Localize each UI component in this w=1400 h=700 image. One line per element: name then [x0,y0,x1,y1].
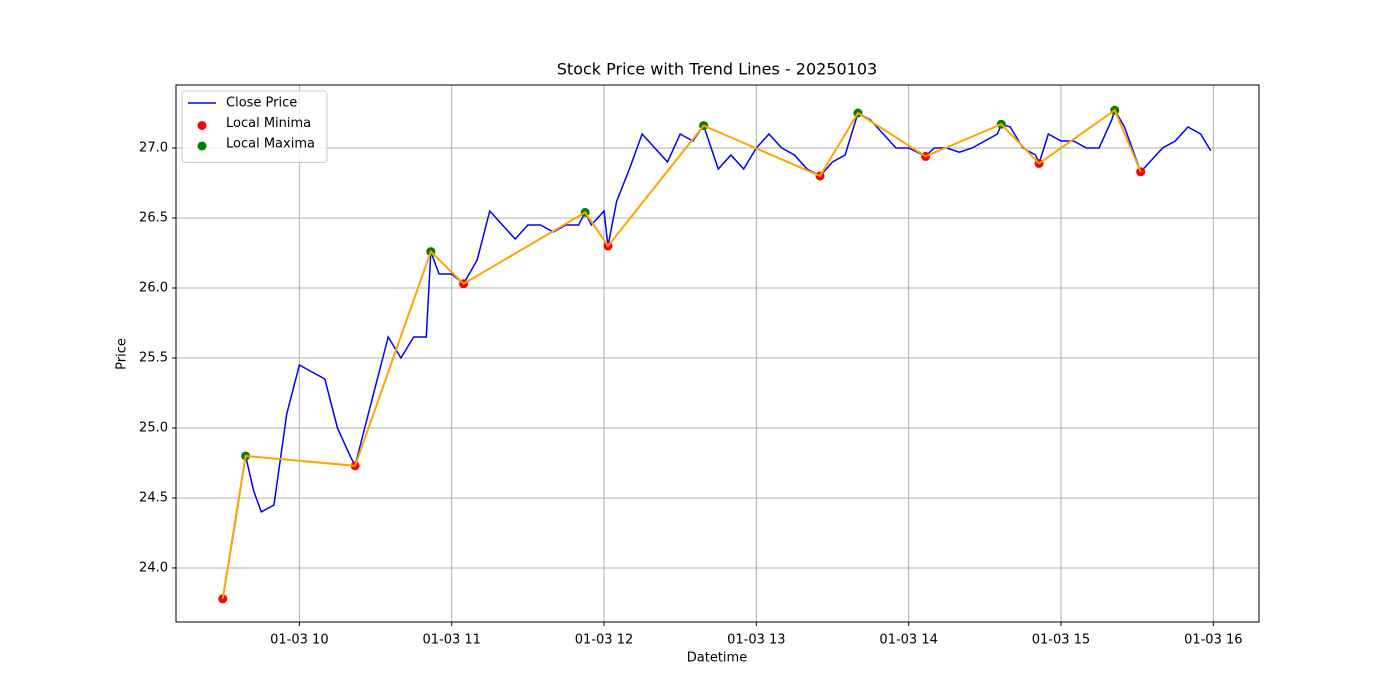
x-tick-label: 01-03 13 [727,633,785,648]
x-tick-label: 01-03 11 [422,633,480,648]
price-line [222,108,1212,599]
x-tick-label: 01-03 14 [879,633,937,648]
x-tick-label: 01-03 16 [1184,633,1242,648]
x-axis-label: Datetime [687,651,747,666]
x-tick-label: 01-03 15 [1032,633,1090,648]
y-axis-label: Price [115,338,130,370]
y-tick-label: 27.0 [139,140,168,155]
y-tick-label: 26.5 [139,210,168,225]
legend-label: Local Maxima [226,137,315,152]
x-tick-label: 01-03 10 [270,633,328,648]
y-tick-label: 26.0 [139,280,168,295]
legend-label: Local Minima [226,116,311,131]
y-tick-label: 24.0 [139,560,168,575]
y-tick-label: 24.5 [139,490,168,505]
x-tick-label: 01-03 12 [575,633,633,648]
y-tick-label: 25.0 [139,420,168,435]
legend-swatch [197,121,207,130]
price-line [221,108,1142,599]
chart-title: Stock Price with Trend Lines - 20250103 [557,60,877,79]
legend-label: Close Price [226,96,297,111]
legend: Close Price Local Minima Local Maxima [181,90,328,163]
y-tick-label: 25.5 [139,350,168,365]
axes-frame [175,84,1260,623]
plot-area: 01-03 10 01-03 11 01-03 12 01-03 13 01-03 14… [139,85,1259,648]
legend-swatch [197,141,207,151]
legend-box [181,90,328,163]
